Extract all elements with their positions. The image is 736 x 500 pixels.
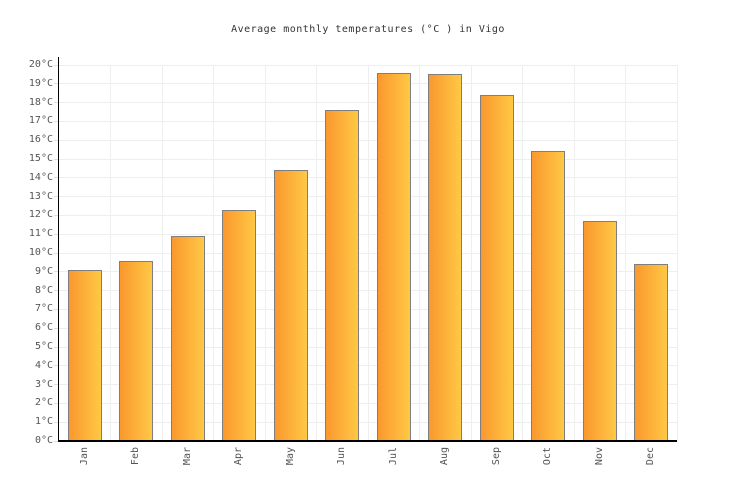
y-axis-label: 3°C [34,378,53,390]
y-axis-tick [53,252,59,254]
y-axis-label: 20°C [28,59,53,70]
y-axis-tick [53,177,59,179]
y-axis-label: 7°C [34,303,53,315]
x-gridline [367,65,369,441]
y-axis-label: 17°C [28,115,53,127]
x-gridline [470,65,472,441]
y-axis-tick [53,102,59,104]
x-axis-label: Jul [387,447,399,466]
y-axis-label: 4°C [34,359,53,371]
x-axis-line [57,440,677,442]
y-axis-line [57,57,59,441]
bar-may[interactable] [273,170,308,441]
y-axis-label: 18°C [28,96,53,108]
y-axis-tick [53,421,59,423]
chart-title: Average monthly temperatures (°C ) in Vi… [231,24,505,35]
x-gridline [522,65,523,441]
x-axis-label: Feb [130,447,142,466]
bar-mar[interactable] [170,236,205,441]
y-axis-label: 10°C [28,247,53,258]
y-axis-label: 16°C [28,134,53,146]
bar-jul[interactable] [376,72,411,441]
y-axis-label: 8°C [34,284,53,296]
x-axis-label: Nov [593,447,605,466]
x-gridline [419,65,420,441]
y-axis-tick [53,327,59,329]
y-axis-label: 15°C [28,153,53,164]
y-axis-tick [53,139,59,141]
y-axis-label: 1°C [34,416,53,428]
y-axis-label: 6°C [34,322,53,334]
x-axis-label: Jun [336,447,348,466]
x-gridline [161,65,163,441]
x-axis-label: Apr [233,447,245,466]
y-axis-label: 5°C [34,341,53,352]
y-axis-tick [53,402,59,404]
bar-dec[interactable] [634,264,669,441]
x-axis-label: Dec [645,447,657,466]
x-axis-label: Aug [439,447,451,466]
y-axis-label: 12°C [28,209,53,221]
x-gridline [110,65,111,441]
bar-jan[interactable] [67,269,102,441]
y-axis-label: 14°C [28,171,53,183]
bar-jun[interactable] [325,110,360,441]
bar-nov[interactable] [582,221,617,441]
y-axis-tick [53,308,59,310]
bar-feb[interactable] [119,260,154,441]
y-axis-tick [53,214,59,216]
bar-apr[interactable] [222,209,257,441]
y-axis-label: 19°C [28,77,53,89]
y-axis-tick [53,440,59,442]
y-axis-tick [53,120,59,122]
y-axis-label: 9°C [34,265,53,277]
y-axis-tick [53,158,59,160]
x-gridline [316,65,317,441]
y-axis-label: 13°C [28,190,53,202]
y-axis-tick [53,365,59,367]
x-axis-label: May [284,447,296,466]
x-gridline [676,65,678,441]
y-axis-tick [53,83,59,85]
y-axis-tick [53,384,59,386]
y-axis-tick [53,196,59,198]
y-axis-label: 0°C [34,435,53,446]
x-gridline [573,65,575,441]
y-axis-label: 11°C [28,228,53,240]
x-gridline [213,65,214,441]
y-axis-label: 2°C [34,397,53,409]
y-axis-tick [53,271,59,273]
y-axis-tick [53,290,59,292]
x-gridline [264,65,266,441]
y-axis-tick [53,64,59,66]
y-axis-tick [53,233,59,235]
y-axis-tick [53,346,59,348]
bar-aug[interactable] [428,74,463,441]
x-axis-label: Oct [542,447,554,466]
x-gridline [625,65,626,441]
x-axis-label: Sep [490,447,502,466]
x-axis-label: Mar [181,447,193,466]
bar-oct[interactable] [531,151,566,441]
x-axis-label: Jan [78,447,90,466]
bar-sep[interactable] [479,95,514,441]
